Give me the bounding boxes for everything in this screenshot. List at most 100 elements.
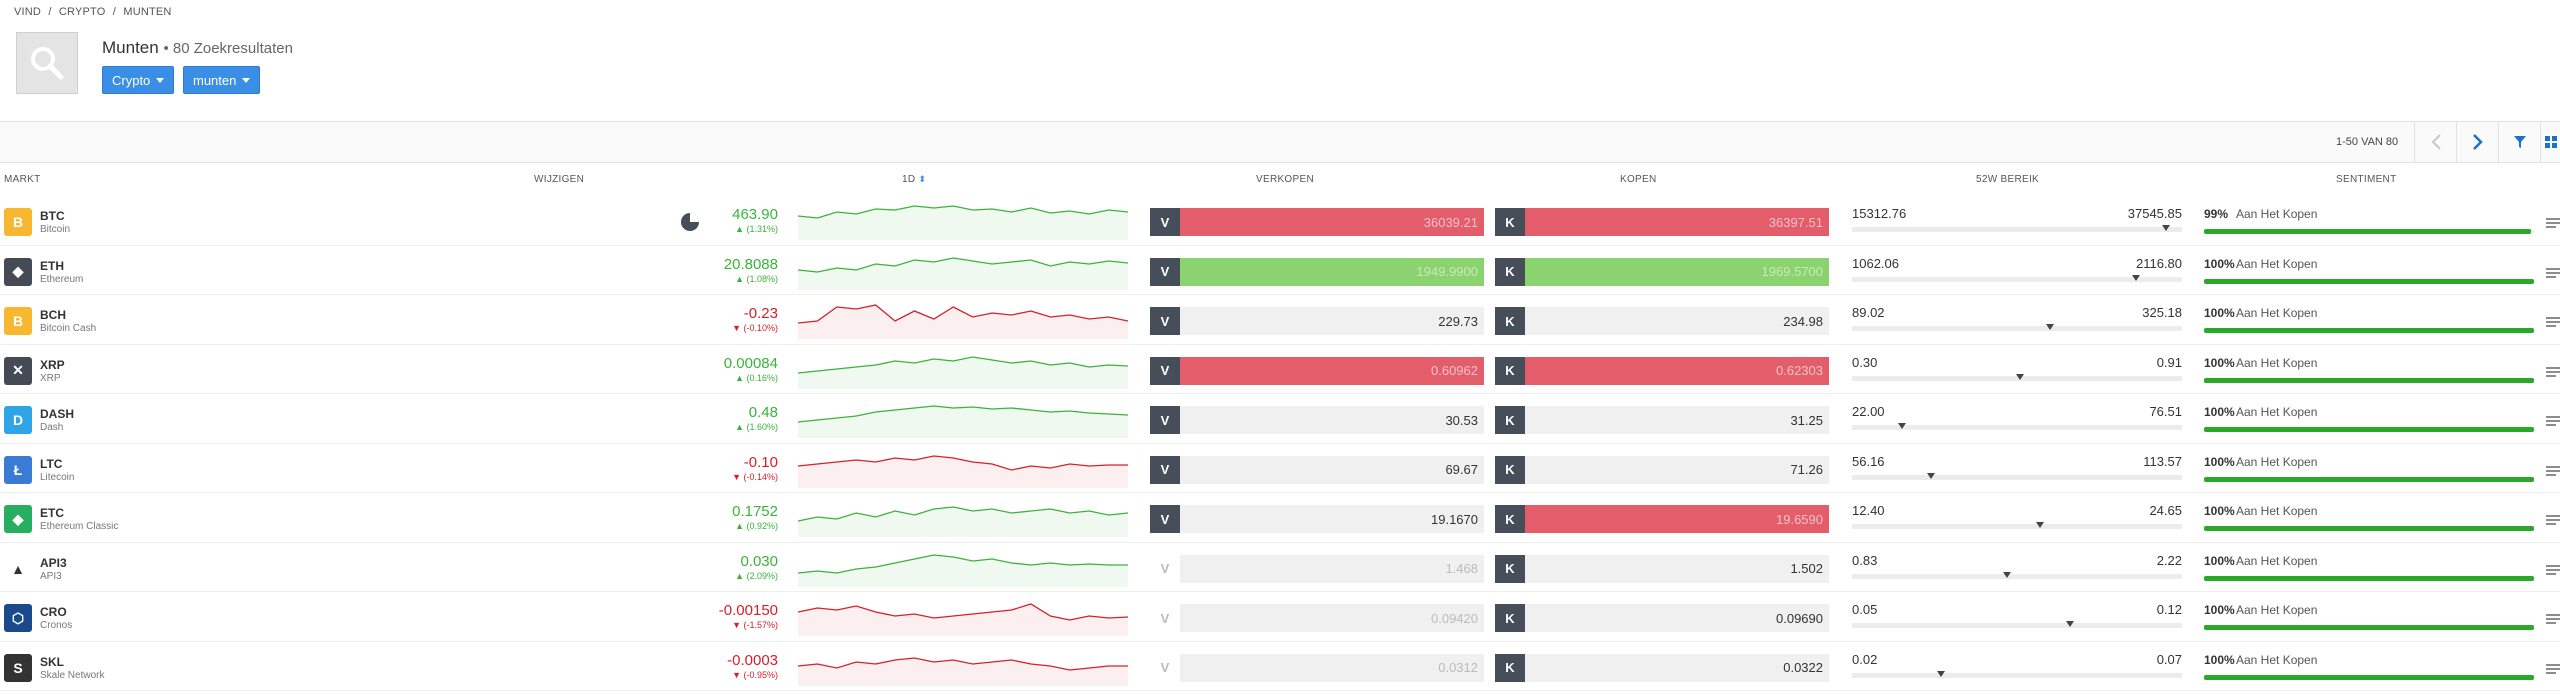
sell-badge[interactable]: V [1150,604,1180,632]
menu-lines-icon[interactable] [2546,465,2560,477]
coin-symbol[interactable]: XRP [40,357,65,372]
next-page-button[interactable] [2456,122,2498,162]
table-row[interactable]: B BCH Bitcoin Cash -0.23 ▼ (-0.10%) V 22… [0,295,2560,345]
sell-badge[interactable]: V [1150,257,1180,286]
column-buy[interactable]: KOPEN [1620,174,1657,185]
coin-symbol[interactable]: CRO [40,605,67,619]
buy-price-button[interactable]: 0.62303 [1525,356,1829,385]
filter-crypto-dropdown[interactable]: Crypto [102,66,175,94]
sell-badge[interactable]: V [1150,554,1180,583]
buy-badge[interactable]: K [1495,554,1525,583]
xrp-icon[interactable]: ✕ [4,356,32,385]
buy-price-button[interactable]: 1.502 [1525,554,1829,583]
sell-price-button[interactable]: 0.09420 [1180,604,1484,632]
column-sentiment[interactable]: SENTIMENT [2336,174,2397,185]
column-change[interactable]: WIJZIGEN [534,174,585,185]
buy-price-button[interactable]: 0.0322 [1525,653,1829,682]
table-row[interactable]: ✕ XRP XRP 0.00084 ▲ (0.16%) V 0.60962 K … [0,345,2560,394]
coin-symbol[interactable]: ETH [40,258,64,273]
menu-lines-icon[interactable] [2546,613,2560,625]
buy-price-button[interactable]: 31.25 [1525,406,1829,434]
table-row[interactable]: ◆ ETC Ethereum Classic 0.1752 ▲ (0.92%) … [0,493,2560,543]
sell-badge[interactable]: V [1150,208,1180,236]
table-row[interactable]: B BTC Bitcoin 463.90 ▲ (1.31%) V 36039.2… [0,196,2560,246]
sell-price-button[interactable]: 229.73 [1180,307,1484,335]
menu-lines-icon[interactable] [2546,366,2560,378]
ethereum-classic-icon[interactable]: ◆ [4,505,32,533]
buy-badge[interactable]: K [1495,257,1525,286]
coin-symbol[interactable]: API3 [40,555,67,570]
column-sell[interactable]: VERKOPEN [1256,174,1314,185]
skale-icon[interactable]: S [4,653,32,682]
menu-lines-icon[interactable] [2546,217,2560,229]
column-period[interactable]: 1D ⬍ [902,174,926,185]
table-row[interactable]: ◆ ETH Ethereum 20.8088 ▲ (1.08%) V 1949.… [0,246,2560,295]
sell-badge[interactable]: V [1150,307,1180,335]
cronos-icon[interactable]: ⬡ [4,604,32,632]
menu-lines-icon[interactable] [2546,663,2560,675]
api3-icon[interactable]: ▲ [4,554,32,583]
buy-badge[interactable]: K [1495,604,1525,632]
coin-name: Bitcoin Cash [40,323,97,334]
buy-badge[interactable]: K [1495,307,1525,335]
buy-badge[interactable]: K [1495,653,1525,682]
table-row[interactable]: D DASH Dash 0.48 ▲ (1.60%) V 30.53 K 31.… [0,394,2560,444]
buy-badge[interactable]: K [1495,406,1525,434]
prev-page-button[interactable] [2414,122,2456,162]
sell-price-button[interactable]: 30.53 [1180,406,1484,434]
coin-symbol[interactable]: LTC [40,456,63,471]
sell-price-button[interactable]: 0.0312 [1180,653,1484,682]
sell-badge[interactable]: V [1150,505,1180,533]
sell-badge[interactable]: V [1150,455,1180,484]
table-row[interactable]: ▲ API3 API3 0.030 ▲ (2.09%) V 1.468 K 1.… [0,543,2560,592]
sell-badge[interactable]: V [1150,406,1180,434]
sell-price-button[interactable]: 0.60962 [1180,356,1484,385]
sell-price-button[interactable]: 1.468 [1180,554,1484,583]
buy-price-button[interactable]: 19.6590 [1525,505,1829,533]
coin-symbol[interactable]: BCH [40,308,66,322]
coin-symbol[interactable]: SKL [40,654,64,669]
range-bar [1852,274,2182,282]
buy-badge[interactable]: K [1495,455,1525,484]
buy-badge[interactable]: K [1495,208,1525,236]
grid-view-button[interactable] [2540,122,2560,162]
coin-symbol[interactable]: BTC [40,209,65,223]
buy-price-button[interactable]: 234.98 [1525,307,1829,335]
menu-lines-icon[interactable] [2546,564,2560,576]
sell-price-button[interactable]: 36039.21 [1180,208,1484,236]
menu-lines-icon[interactable] [2546,316,2560,328]
buy-price-button[interactable]: 36397.51 [1525,208,1829,236]
table-row[interactable]: S SKL Skale Network -0.0003 ▼ (-0.95%) V… [0,642,2560,691]
filter-button[interactable] [2498,122,2540,162]
sell-price-button[interactable]: 19.1670 [1180,505,1484,533]
filter-coins-dropdown[interactable]: munten [183,66,261,94]
column-52w-range[interactable]: 52W BEREIK [1976,174,2040,185]
buy-price-button[interactable]: 71.26 [1525,455,1829,484]
sell-price-button[interactable]: 69.67 [1180,455,1484,484]
sell-price-button[interactable]: 1949.9900 [1180,257,1484,286]
sell-badge[interactable]: V [1150,653,1180,682]
buy-price-button[interactable]: 1969.5700 [1525,257,1829,286]
dash-icon[interactable]: D [4,406,32,434]
breadcrumb-crypto[interactable]: CRYPTO [58,6,106,18]
bitcoin-cash-icon[interactable]: B [4,307,32,335]
table-row[interactable]: ⬡ CRO Cronos -0.00150 ▼ (-1.57%) V 0.094… [0,592,2560,642]
menu-lines-icon[interactable] [2546,415,2560,427]
menu-lines-icon[interactable] [2546,514,2560,526]
buy-price-button[interactable]: 0.09690 [1525,604,1829,632]
portfolio-pie-icon[interactable] [680,212,700,232]
table-row[interactable]: Ł LTC Litecoin -0.10 ▼ (-0.14%) V 69.67 … [0,444,2560,493]
sell-badge[interactable]: V [1150,356,1180,385]
ethereum-icon[interactable]: ◆ [4,257,32,286]
coin-symbol[interactable]: ETC [40,506,64,520]
sentiment-fill [2204,377,2534,383]
sparkline-line [798,355,1128,374]
buy-badge[interactable]: K [1495,505,1525,533]
coin-symbol[interactable]: DASH [40,407,75,421]
buy-badge[interactable]: K [1495,356,1525,385]
litecoin-icon[interactable]: Ł [4,455,32,484]
breadcrumb-find[interactable]: VIND [14,6,42,18]
column-market[interactable]: MARKT [4,174,41,185]
bitcoin-icon[interactable]: B [4,208,32,236]
menu-lines-icon[interactable] [2546,267,2560,279]
